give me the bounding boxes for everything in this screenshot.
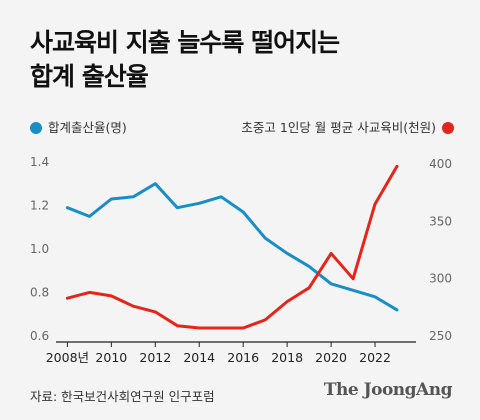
legend-birth-rate-label: 합계출산율(명) (48, 120, 127, 135)
x-tick-label: 2012 (139, 350, 171, 365)
x-tick-label: 2018 (271, 350, 303, 365)
legend-education-cost: 초중고 1인당 월 평균 사교육비(천원) (241, 117, 454, 136)
legend-red-dot-icon (442, 122, 454, 134)
y-right-tick-label: 300 (429, 272, 452, 286)
y-right-tick-label: 350 (429, 214, 452, 228)
chart-title-line-1: 사교육비 지출 늘수록 떨어지는 (30, 28, 340, 57)
x-tick-label: 2016 (227, 350, 259, 365)
legend-blue-dot-icon (30, 122, 42, 134)
chart-title: 사교육비 지출 늘수록 떨어지는 합계 출산율 (30, 26, 340, 94)
chart-title-line-2: 합계 출산율 (30, 62, 149, 91)
x-tick-label: 2020 (315, 350, 347, 365)
x-tick-label: 2022 (359, 350, 391, 365)
birth-rate-line (65, 182, 399, 312)
legend-education-cost-label: 초중고 1인당 월 평균 사교육비(천원) (241, 120, 436, 135)
y-right-tick-label: 250 (429, 329, 452, 343)
y-left-tick-label: 0.8 (30, 286, 49, 300)
x-tick-label: 2014 (183, 350, 215, 365)
y-right-tick-label: 400 (429, 157, 452, 171)
x-tick-label: 2008년 (46, 350, 89, 365)
legend-birth-rate: 합계출산율(명) (30, 117, 127, 136)
y-left-tick-label: 1.2 (30, 199, 49, 213)
x-tick-label: 2010 (95, 350, 127, 365)
education-cost-line (65, 164, 399, 330)
source-note: 자료: 한국보건사회연구원 인구포럼 (30, 389, 215, 404)
y-left-tick-label: 0.6 (30, 329, 49, 343)
brand-logo: The JoongAng (323, 380, 453, 400)
y-left-tick-label: 1.4 (30, 155, 49, 169)
y-left-tick-label: 1.0 (30, 242, 49, 256)
